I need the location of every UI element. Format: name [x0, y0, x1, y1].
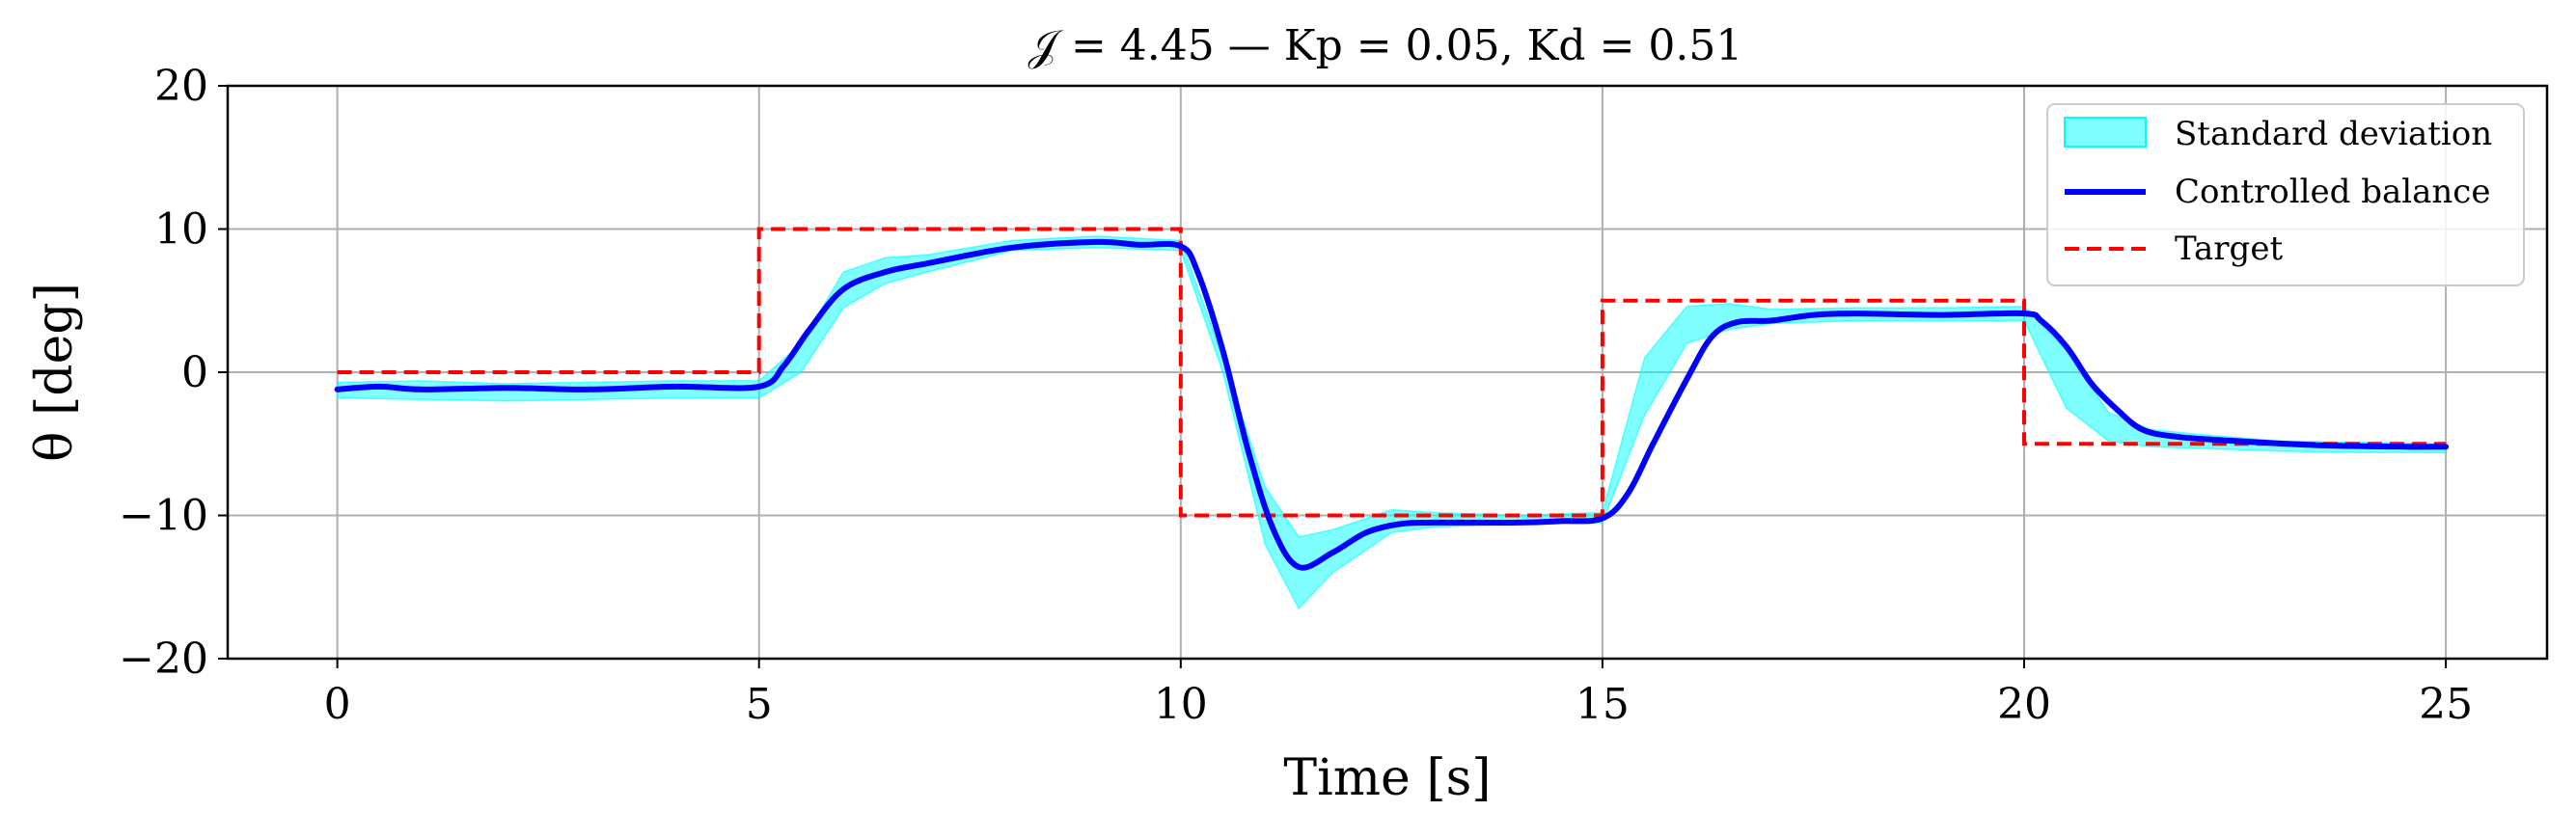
- legend-band-swatch: [2064, 117, 2147, 148]
- y-tick-label: 20: [154, 62, 208, 111]
- controlled-balance-line: [334, 238, 2450, 571]
- target-layer: [337, 227, 2447, 518]
- x-axis-label: Time [s]: [1283, 749, 1491, 807]
- x-tick-label: 0: [324, 680, 351, 729]
- balance-layer: [334, 238, 2450, 571]
- x-tick-label: 10: [1154, 680, 1208, 729]
- std-deviation-band: [336, 235, 2447, 610]
- std-band-layer: [336, 235, 2447, 610]
- x-tick-label: 15: [1576, 680, 1630, 729]
- x-axis-ticks: 0 5 10 15 20 25: [324, 659, 2473, 729]
- y-tick-label: −10: [119, 492, 208, 541]
- x-tick-label: 25: [2419, 680, 2473, 729]
- chart-title: 𝒥 = 4.45 — Kp = 0.05, Kd = 0.51: [1028, 21, 1743, 70]
- x-tick-label: 20: [1997, 680, 2051, 729]
- y-tick-label: 10: [154, 205, 208, 255]
- x-tick-label: 5: [746, 680, 773, 729]
- legend: Standard deviation Controlled balance Ta…: [2046, 103, 2525, 286]
- legend-label-target: Target: [2175, 230, 2283, 268]
- legend-label-controlled-balance: Controlled balance: [2175, 173, 2490, 211]
- y-tick-label: 0: [181, 348, 208, 397]
- legend-label-std-dev: Standard deviation: [2175, 115, 2492, 153]
- y-tick-label: −20: [119, 635, 208, 684]
- target-line: [337, 227, 2447, 518]
- y-axis-label: θ [deg]: [26, 283, 84, 462]
- y-axis-ticks: −20 −10 0 10 20: [119, 62, 228, 684]
- legend-box: [2046, 103, 2525, 286]
